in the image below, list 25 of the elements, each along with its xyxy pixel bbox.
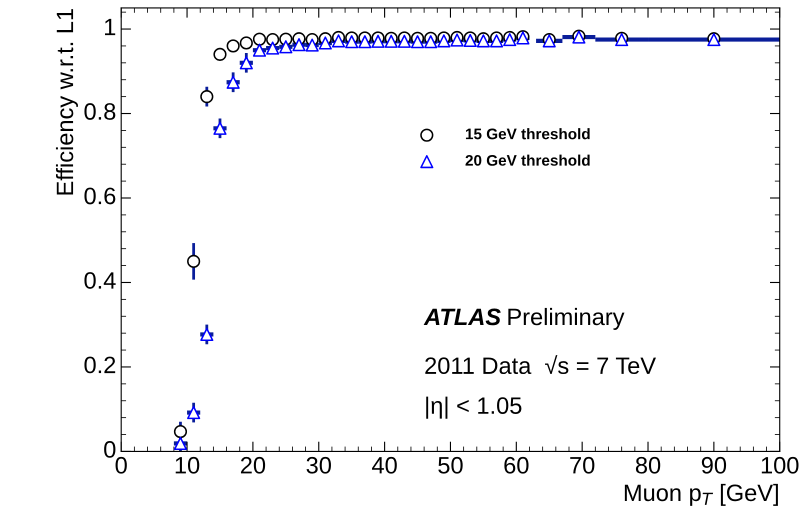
- x-tick-label: 90: [702, 456, 726, 474]
- x-tick-label: 20: [240, 456, 266, 474]
- x-axis-title: Muon p$_{T}$ [GeV]: [624, 484, 778, 506]
- y-tick-label: 0: [104, 441, 116, 458]
- x-tick-label: 100: [762, 456, 798, 474]
- x-tick-label: 70: [570, 456, 594, 474]
- x-tick-label: 40: [372, 456, 397, 474]
- y-tick-label: 0.4: [84, 272, 116, 289]
- y-tick-label: 0.6: [84, 188, 116, 204]
- legend-label: 20 GeV threshold: [466, 154, 590, 166]
- y-tick-label: 0.8: [84, 103, 116, 120]
- x-tick-label: 60: [504, 456, 529, 474]
- annotation: |η| < 1.05: [426, 396, 522, 419]
- legend-label: 15 GeV threshold: [466, 128, 590, 140]
- x-tick-label: 10: [176, 456, 200, 474]
- x-tick-label: 80: [636, 456, 660, 474]
- annotation: ATLAS: [424, 308, 501, 326]
- annotation: 2011 Data √s = 7 TeV: [425, 355, 656, 374]
- annotation: Preliminary: [508, 308, 624, 330]
- y-tick-label: 0.2: [84, 356, 116, 374]
- y-tick-label: 1: [105, 18, 116, 36]
- x-tick-label: 0: [116, 456, 127, 474]
- y-axis-title: Efficiency w.r.t. L1: [56, 9, 78, 195]
- x-tick-label: 30: [306, 456, 331, 474]
- x-tick-label: 50: [438, 456, 463, 474]
